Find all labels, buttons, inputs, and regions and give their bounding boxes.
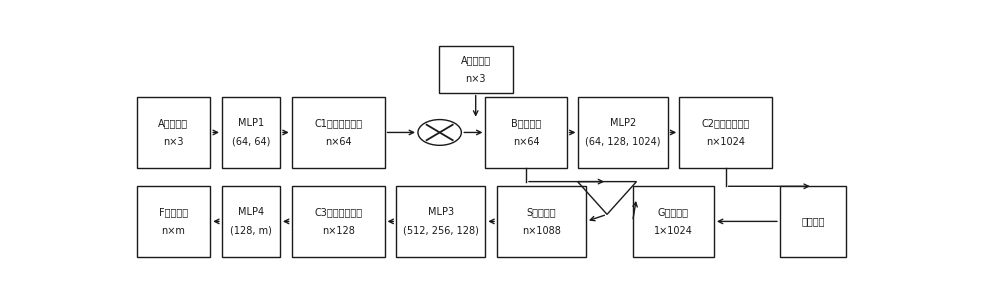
Text: (128, m): (128, m) <box>230 226 272 236</box>
Text: C1第一输出张量: C1第一输出张量 <box>314 118 362 128</box>
Text: 最大池化: 最大池化 <box>801 216 825 226</box>
Text: C2第二输出张量: C2第二输出张量 <box>701 118 750 128</box>
FancyBboxPatch shape <box>485 97 567 168</box>
FancyBboxPatch shape <box>292 186 385 257</box>
FancyBboxPatch shape <box>292 97 385 168</box>
FancyBboxPatch shape <box>396 186 485 257</box>
Text: (512, 256, 128): (512, 256, 128) <box>403 226 479 236</box>
Text: 1×1024: 1×1024 <box>654 226 693 236</box>
Text: MLP3: MLP3 <box>428 207 454 217</box>
Text: (64, 64): (64, 64) <box>232 137 270 147</box>
FancyBboxPatch shape <box>578 97 668 168</box>
FancyBboxPatch shape <box>222 97 280 168</box>
Text: MLP1: MLP1 <box>238 118 264 128</box>
Text: MLP2: MLP2 <box>610 118 636 128</box>
Text: n×1088: n×1088 <box>522 226 561 236</box>
Text: A输入张量: A输入张量 <box>461 55 491 65</box>
FancyBboxPatch shape <box>679 97 772 168</box>
Text: (64, 128, 1024): (64, 128, 1024) <box>585 137 661 147</box>
Text: n×64: n×64 <box>513 137 539 147</box>
Text: F分数张量: F分数张量 <box>159 207 188 217</box>
Text: MLP4: MLP4 <box>238 207 264 217</box>
FancyBboxPatch shape <box>222 186 280 257</box>
Text: G全局特征: G全局特征 <box>658 207 689 217</box>
FancyBboxPatch shape <box>497 186 586 257</box>
Text: n×m: n×m <box>162 226 185 236</box>
Text: B转换张量: B转换张量 <box>511 118 541 128</box>
FancyBboxPatch shape <box>137 97 210 168</box>
FancyBboxPatch shape <box>780 186 846 257</box>
FancyBboxPatch shape <box>633 186 714 257</box>
FancyBboxPatch shape <box>439 46 512 93</box>
Text: n×128: n×128 <box>322 226 355 236</box>
FancyBboxPatch shape <box>137 186 210 257</box>
Text: n×3: n×3 <box>163 137 184 147</box>
Text: A输入张量: A输入张量 <box>158 118 188 128</box>
Text: n×3: n×3 <box>465 74 486 84</box>
Text: n×1024: n×1024 <box>706 137 745 147</box>
Text: S特征张量: S特征张量 <box>527 207 556 217</box>
Text: C3第三输出张量: C3第三输出张量 <box>314 207 362 217</box>
Text: n×64: n×64 <box>325 137 351 147</box>
